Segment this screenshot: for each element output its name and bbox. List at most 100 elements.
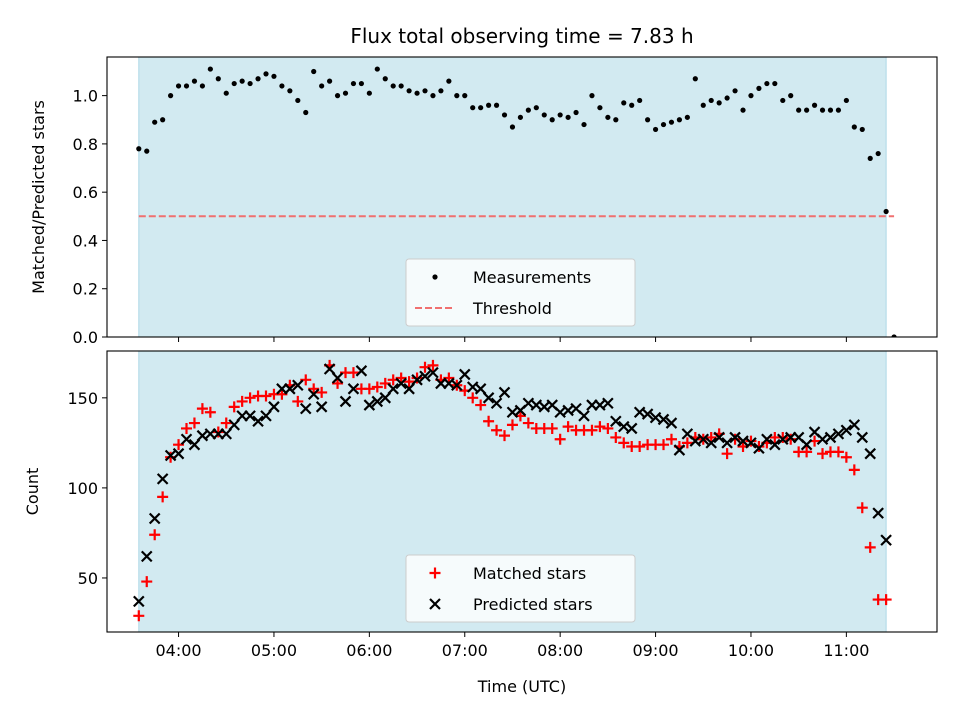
measurement-point xyxy=(891,334,897,337)
matched-star-point xyxy=(395,372,407,384)
matched-star-point xyxy=(475,399,487,411)
measurement-point xyxy=(279,83,285,89)
y-tick-label: 1.0 xyxy=(73,87,98,106)
predicted-star-point xyxy=(745,437,757,449)
bottom-panel: 50 100 150 04:00 05:00 06:00 07:00 08:00 09:00 10… xyxy=(23,350,938,660)
measurement-point xyxy=(780,97,786,104)
measurement-point xyxy=(740,107,746,113)
measurement-point xyxy=(668,119,675,125)
measurement-point xyxy=(708,97,714,104)
matched-star-point xyxy=(371,381,383,393)
predicted-star-point xyxy=(705,437,717,449)
matched-star-point xyxy=(133,610,145,622)
predicted-star-point xyxy=(451,379,463,392)
measurement-point xyxy=(414,90,420,96)
measurement-point xyxy=(374,66,380,72)
measurement-point xyxy=(430,93,436,99)
measurement-point xyxy=(303,109,309,116)
predicted-star-point xyxy=(729,431,741,444)
measurement-point xyxy=(589,93,595,99)
matched-star-point xyxy=(864,541,876,553)
x-tick-label: 06:00 xyxy=(346,641,392,660)
predicted-star-point xyxy=(307,388,320,401)
predicted-star-point xyxy=(299,402,312,415)
measurement-point xyxy=(716,100,722,106)
measurement-point xyxy=(867,155,873,161)
measurement-point xyxy=(390,83,396,89)
matched-star-point xyxy=(308,383,320,395)
measurement-point xyxy=(772,80,778,87)
predicted-star-point xyxy=(411,374,423,386)
x-tick-label: 08:00 xyxy=(537,641,583,660)
matched-star-point xyxy=(236,395,248,407)
matched-star-point xyxy=(411,372,423,384)
matched-star-point xyxy=(681,437,693,449)
matched-star-point xyxy=(856,502,868,514)
measurement-point xyxy=(804,107,810,113)
measurement-point xyxy=(597,105,603,111)
measurement-point xyxy=(215,76,221,82)
legend-label: Measurements xyxy=(473,268,591,287)
predicted-star-point xyxy=(419,370,431,382)
measurement-point xyxy=(883,208,889,215)
predicted-star-point xyxy=(244,410,256,422)
measurement-point xyxy=(581,121,587,128)
predicted-star-point xyxy=(800,438,813,451)
matched-star-point xyxy=(491,424,503,436)
x-tick-label: 11:00 xyxy=(823,641,869,660)
predicted-star-point xyxy=(498,386,511,399)
measurement-point xyxy=(692,76,698,82)
matched-star-point xyxy=(292,395,304,407)
y-tick-label: 0.8 xyxy=(73,135,98,154)
predicted-star-point xyxy=(387,383,399,395)
matched-star-point xyxy=(721,448,733,460)
predicted-star-point xyxy=(625,422,638,435)
matched-star-point xyxy=(506,419,518,431)
measurement-point xyxy=(446,78,452,84)
y-tick-label: 0.4 xyxy=(73,231,98,250)
measurement-point xyxy=(875,150,881,157)
x-axis-label: Time (UTC) xyxy=(477,677,566,696)
matched-star-point xyxy=(602,422,614,434)
measurement-point xyxy=(796,107,802,113)
measurement-point xyxy=(557,112,563,118)
matched-star-point xyxy=(499,430,511,442)
measurement-point xyxy=(533,105,539,111)
measurement-point xyxy=(152,119,158,125)
y-tick-label: 0.0 xyxy=(73,328,98,347)
predicted-star-point xyxy=(657,413,670,426)
predicted-star-point xyxy=(148,512,161,525)
measurement-point xyxy=(191,78,198,84)
measurement-point xyxy=(175,83,182,89)
measurement-point xyxy=(732,88,738,94)
legend-marker xyxy=(432,274,438,280)
measurement-point xyxy=(358,80,365,87)
matched-star-point xyxy=(546,422,558,434)
predicted-star-point xyxy=(252,415,264,428)
predicted-star-point xyxy=(753,442,765,455)
measurement-point xyxy=(843,97,849,104)
legend-label: Predicted stars xyxy=(473,595,593,614)
legend-label: Matched stars xyxy=(473,564,586,583)
measurement-point xyxy=(613,117,619,123)
matched-star-point xyxy=(363,383,375,395)
matched-star-point xyxy=(745,435,757,447)
matched-star-point xyxy=(554,433,566,445)
matched-star-point xyxy=(228,401,240,413)
measurement-point xyxy=(342,90,349,96)
measurement-point xyxy=(517,114,524,120)
measurement-point xyxy=(319,83,325,89)
measurement-point xyxy=(605,114,611,120)
predicted-star-point xyxy=(180,433,193,446)
predicted-star-point xyxy=(673,444,686,456)
matched-star-point xyxy=(817,448,829,460)
measurement-point xyxy=(660,121,667,128)
predicted-star-point xyxy=(848,419,861,431)
predicted-star-point xyxy=(856,431,869,444)
matched-star-point xyxy=(840,451,852,463)
measurement-point xyxy=(160,117,166,123)
predicted-star-point xyxy=(840,424,853,437)
measurement-point xyxy=(764,80,770,87)
legend-label: Threshold xyxy=(472,299,552,318)
